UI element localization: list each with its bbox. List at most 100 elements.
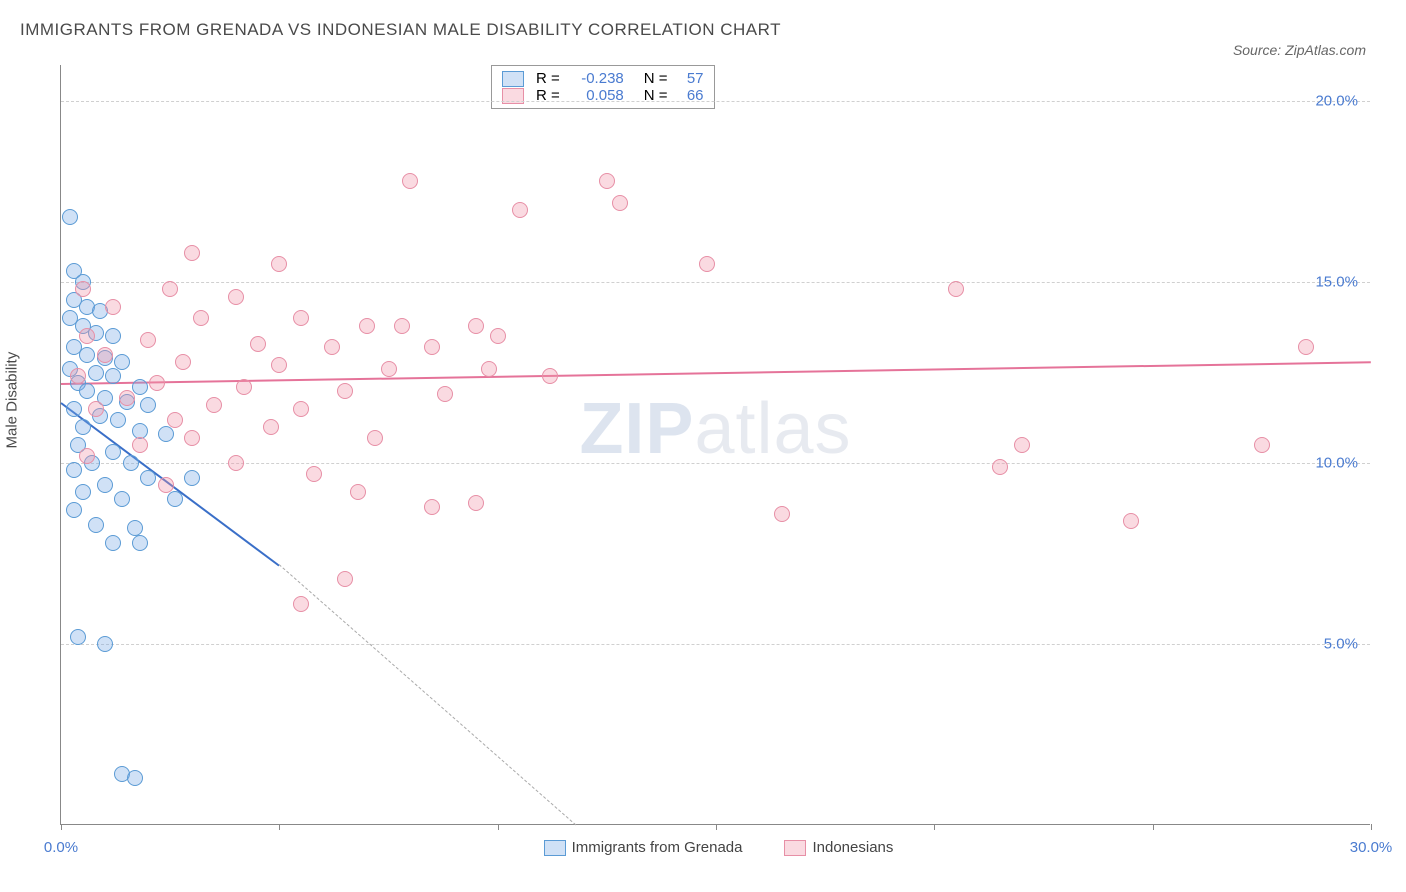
scatter-point (97, 636, 113, 652)
legend-row: R =-0.238N =57 (502, 70, 704, 87)
scatter-point (228, 289, 244, 305)
gridline (61, 644, 1370, 645)
scatter-point (105, 368, 121, 384)
scatter-point (992, 459, 1008, 475)
y-tick-label: 20.0% (1315, 93, 1358, 110)
scatter-point (70, 368, 86, 384)
scatter-point (132, 379, 148, 395)
scatter-point (88, 401, 104, 417)
scatter-point (167, 412, 183, 428)
scatter-point (167, 491, 183, 507)
scatter-point (402, 173, 418, 189)
scatter-point (79, 328, 95, 344)
scatter-point (228, 455, 244, 471)
plot-area: ZIPatlas R =-0.238N =57R =0.058N =66 Imm… (60, 65, 1370, 825)
source-attribution: Source: ZipAtlas.com (1233, 42, 1366, 58)
gridline (61, 463, 1370, 464)
scatter-point (140, 470, 156, 486)
scatter-point (481, 361, 497, 377)
scatter-point (79, 383, 95, 399)
scatter-point (132, 535, 148, 551)
scatter-point (774, 506, 790, 522)
scatter-point (468, 495, 484, 511)
scatter-point (599, 173, 615, 189)
scatter-point (105, 444, 121, 460)
watermark-zip: ZIP (579, 389, 694, 469)
scatter-point (140, 397, 156, 413)
scatter-point (114, 491, 130, 507)
scatter-point (114, 354, 130, 370)
x-tick (934, 824, 935, 830)
scatter-point (79, 448, 95, 464)
scatter-point (271, 256, 287, 272)
scatter-point (88, 517, 104, 533)
scatter-point (149, 375, 165, 391)
x-tick-label: 0.0% (44, 839, 78, 856)
scatter-point (542, 368, 558, 384)
legend-series-label: Immigrants from Grenada (572, 839, 743, 856)
scatter-point (359, 318, 375, 334)
scatter-point (236, 379, 252, 395)
y-axis-label: Male Disability (4, 352, 21, 449)
scatter-point (105, 328, 121, 344)
scatter-point (127, 770, 143, 786)
scatter-point (123, 455, 139, 471)
scatter-point (1123, 513, 1139, 529)
y-tick-label: 15.0% (1315, 274, 1358, 291)
scatter-point (337, 383, 353, 399)
scatter-point (132, 437, 148, 453)
scatter-point (490, 328, 506, 344)
scatter-point (88, 365, 104, 381)
scatter-point (110, 412, 126, 428)
scatter-point (175, 354, 191, 370)
scatter-point (271, 357, 287, 373)
scatter-point (293, 310, 309, 326)
scatter-point (105, 299, 121, 315)
scatter-point (79, 347, 95, 363)
scatter-point (293, 596, 309, 612)
scatter-point (1014, 437, 1030, 453)
scatter-point (612, 195, 628, 211)
x-tick (498, 824, 499, 830)
scatter-point (1254, 437, 1270, 453)
legend-swatch (502, 71, 524, 87)
scatter-point (158, 477, 174, 493)
legend-n-label: N = (644, 70, 668, 87)
scatter-point (424, 499, 440, 515)
y-tick-label: 10.0% (1315, 455, 1358, 472)
scatter-point (512, 202, 528, 218)
scatter-point (66, 502, 82, 518)
scatter-point (193, 310, 209, 326)
x-tick (1371, 824, 1372, 830)
scatter-point (158, 426, 174, 442)
scatter-point (424, 339, 440, 355)
trend-line (61, 362, 1371, 386)
scatter-point (367, 430, 383, 446)
scatter-point (75, 419, 91, 435)
scatter-point (162, 281, 178, 297)
scatter-point (66, 462, 82, 478)
scatter-point (437, 386, 453, 402)
scatter-point (381, 361, 397, 377)
legend-r-label: R = (536, 70, 560, 87)
x-tick (61, 824, 62, 830)
scatter-point (324, 339, 340, 355)
scatter-point (184, 470, 200, 486)
scatter-point (306, 466, 322, 482)
x-tick (279, 824, 280, 830)
watermark: ZIPatlas (579, 388, 851, 470)
scatter-point (105, 535, 121, 551)
scatter-point (337, 571, 353, 587)
legend-swatch (784, 840, 806, 856)
watermark-atlas: atlas (694, 389, 851, 469)
scatter-point (97, 477, 113, 493)
scatter-point (350, 484, 366, 500)
gridline (61, 101, 1370, 102)
scatter-point (70, 629, 86, 645)
chart-title: IMMIGRANTS FROM GRENADA VS INDONESIAN MA… (20, 20, 1386, 40)
scatter-point (468, 318, 484, 334)
legend-series-label: Indonesians (812, 839, 893, 856)
x-tick (1153, 824, 1154, 830)
scatter-point (394, 318, 410, 334)
x-tick (716, 824, 717, 830)
